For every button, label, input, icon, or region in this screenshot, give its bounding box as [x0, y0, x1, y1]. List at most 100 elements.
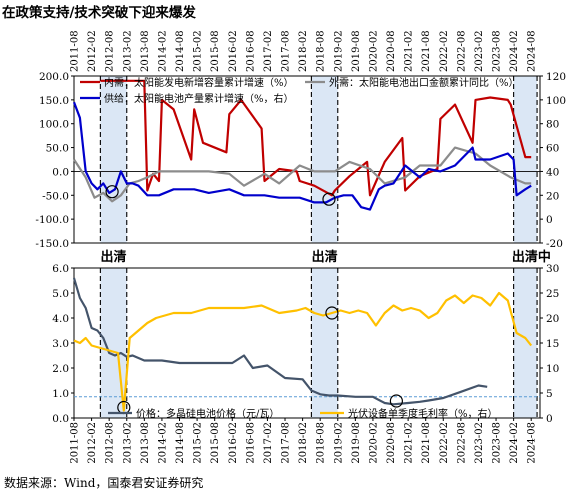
top-x-tick-label: 2017-02 — [263, 30, 274, 72]
highlight-marker — [325, 306, 339, 320]
bottom-x-tick-label: 2019-08 — [351, 422, 362, 464]
bottom-x-tick-label: 2013-08 — [140, 422, 151, 464]
clearing-period-shade — [311, 76, 338, 243]
right-tick-label: 0 — [546, 214, 553, 226]
right-tick-label: 80 — [546, 119, 559, 131]
lower-chart: 6.0 5.0 4.0 3.0 2.0 1.0 0.0 30 25 20 15 10 5 0 价格：多晶硅电… — [52, 263, 559, 425]
top-x-tick-label: 2013-08 — [140, 30, 151, 72]
top-x-tick-label: 2019-02 — [333, 30, 344, 72]
bottom-x-tick-labels: 2011-08 2012-02 2012-08 2013-02 2013-08 2014-… — [70, 418, 538, 464]
series-line — [73, 146, 532, 203]
left-tick-label: 150.0 — [39, 95, 69, 107]
right-tick-label: -20 — [546, 238, 563, 250]
bottom-x-tick-label: 2017-08 — [281, 422, 292, 464]
upper-chart: 200.0 150.0 100.0 50.0 0.0 -50.0 -100.0 -150.0 1… — [35, 71, 566, 265]
bottom-x-tick-label: 2013-02 — [122, 422, 133, 464]
top-x-tick-label: 2015-02 — [193, 30, 204, 72]
left-tick-label: -50.0 — [42, 190, 69, 202]
series-line — [72, 101, 532, 211]
clearing-period-shade — [513, 268, 538, 418]
right-tick-label: 5 — [546, 388, 553, 400]
top-x-tick-label: 2015-08 — [210, 30, 221, 72]
left-tick-label: 3.0 — [52, 338, 69, 350]
bottom-x-tick-label: 2023-08 — [492, 422, 503, 464]
legend-label: 供给：太阳能电池产量累计增速（%，右） — [104, 92, 294, 105]
right-tick-label: 20 — [546, 190, 559, 202]
bottom-x-tick-label: 2023-02 — [474, 422, 485, 464]
bottom-x-tick-label: 2022-08 — [456, 422, 467, 464]
top-x-tick-label: 2022-08 — [456, 30, 467, 72]
top-x-tick-label: 2014-08 — [175, 30, 186, 72]
top-x-tick-label: 2011-08 — [70, 30, 81, 72]
bottom-x-tick-label: 2012-02 — [87, 422, 98, 464]
top-x-tick-label: 2017-08 — [281, 30, 292, 72]
bottom-x-tick-label: 2021-08 — [421, 422, 432, 464]
bottom-x-tick-label: 2022-02 — [439, 422, 450, 464]
clearing-period-shade — [513, 76, 538, 243]
right-tick-label: 15 — [546, 338, 559, 350]
left-tick-label: -100.0 — [35, 214, 69, 226]
bottom-x-tick-label: 2011-08 — [70, 422, 81, 464]
top-x-tick-label: 2018-02 — [298, 30, 309, 72]
figure-title: 在政策支持/技术突破下迎来爆发 — [2, 5, 196, 21]
left-tick-label: 4.0 — [52, 313, 69, 325]
top-x-tick-label: 2021-08 — [421, 30, 432, 72]
left-tick-label: 100.0 — [39, 119, 69, 131]
right-tick-label: 60 — [546, 143, 559, 155]
left-tick-label: 2.0 — [52, 363, 69, 375]
plot-frame — [73, 267, 541, 419]
highlight-marker — [389, 394, 403, 408]
top-x-tick-label: 2023-08 — [492, 30, 503, 72]
bottom-x-tick-label: 2019-02 — [333, 422, 344, 464]
left-tick-label: 1.0 — [52, 388, 69, 400]
legend-label: 内需：太阳能发电新增容量累计增速（%） — [104, 76, 294, 89]
top-x-tick-label: 2022-02 — [439, 30, 450, 72]
top-x-tick-label: 2016-02 — [228, 30, 239, 72]
left-tick-label: 200.0 — [39, 71, 69, 83]
clearing-label: 出清中 — [512, 249, 551, 265]
source-note: 数据来源：Wind，国泰君安证券研究 — [4, 476, 204, 490]
top-x-tick-label: 2020-08 — [386, 30, 397, 72]
bottom-x-tick-label: 2015-08 — [210, 422, 221, 464]
top-x-tick-label: 2024-02 — [509, 30, 520, 72]
highlight-marker — [322, 192, 336, 206]
bottom-x-tick-label: 2012-08 — [105, 422, 116, 464]
legend-label: 价格：多晶硅电池价格（元/瓦） — [136, 407, 279, 420]
right-tick-label: 0 — [546, 413, 553, 425]
right-tick-label: 30 — [546, 263, 559, 275]
left-tick-label: 50.0 — [46, 143, 69, 155]
bottom-x-tick-label: 2017-02 — [263, 422, 274, 464]
top-x-tick-label: 2012-02 — [87, 30, 98, 72]
bottom-x-tick-label: 2014-08 — [175, 422, 186, 464]
series-line — [72, 277, 488, 406]
clearing-label: 出清 — [101, 249, 127, 265]
bottom-x-tick-label: 2015-02 — [193, 422, 204, 464]
legend-label: 外需：太阳能电池出口金额累计同比（%） — [329, 76, 519, 89]
top-x-tick-label: 2019-08 — [351, 30, 362, 72]
right-tick-label: 100 — [546, 95, 566, 107]
bottom-x-tick-label: 2020-02 — [368, 422, 379, 464]
top-x-tick-label: 2016-08 — [245, 30, 256, 72]
top-x-tick-label: 2014-02 — [157, 30, 168, 72]
left-tick-label: -150.0 — [35, 238, 69, 250]
left-tick-label: 5.0 — [52, 288, 69, 300]
left-tick-label: 0.0 — [52, 166, 69, 178]
bottom-x-tick-label: 2018-02 — [298, 422, 309, 464]
legend-label: 光伏设备单季度毛利率（%，右） — [348, 407, 498, 420]
top-x-tick-label: 2018-08 — [316, 30, 327, 72]
bottom-x-tick-label: 2024-02 — [509, 422, 520, 464]
right-tick-label: 10 — [546, 363, 559, 375]
right-tick-label: 120 — [546, 71, 566, 83]
bottom-x-tick-label: 2024-08 — [527, 422, 538, 464]
bottom-x-tick-label: 2020-08 — [386, 422, 397, 464]
left-tick-label: 0.0 — [52, 413, 69, 425]
left-tick-label: 6.0 — [52, 263, 69, 275]
top-x-tick-label: 2021-02 — [404, 30, 415, 72]
bottom-x-tick-label: 2021-02 — [404, 422, 415, 464]
top-x-tick-label: 2023-02 — [474, 30, 485, 72]
right-tick-label: 40 — [546, 166, 559, 178]
right-tick-label: 20 — [546, 313, 559, 325]
top-x-tick-label: 2024-08 — [527, 30, 538, 72]
series-line — [73, 291, 533, 412]
